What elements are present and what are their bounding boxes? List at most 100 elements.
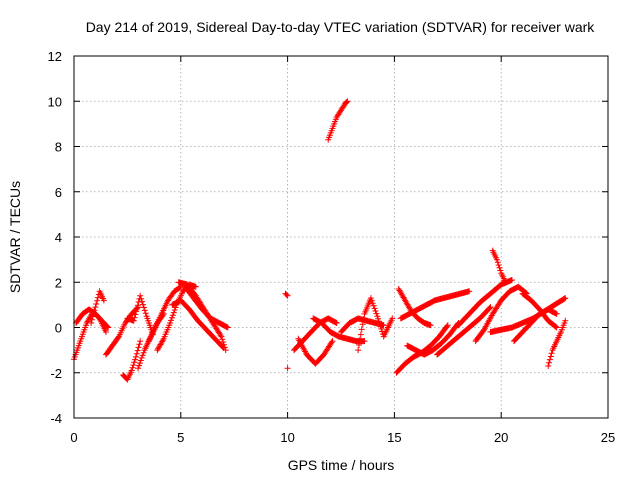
- data-point: [132, 353, 139, 360]
- data-point: [104, 323, 111, 330]
- data-point: [359, 321, 366, 328]
- data-point: [495, 262, 502, 269]
- data-point: [93, 301, 100, 307]
- y-axis-label: SDTVAR / TECUs: [7, 181, 23, 293]
- data-point: [130, 317, 137, 324]
- data-point: [94, 297, 101, 304]
- data-point: [139, 298, 145, 305]
- data-point: [169, 312, 176, 319]
- y-tick-label: 6: [55, 185, 62, 200]
- data-point: [224, 324, 231, 331]
- data-point: [562, 295, 569, 302]
- data-point: [192, 283, 199, 290]
- data-point: [88, 320, 95, 326]
- tick-labels: 0 5 10 15 20 25 -4 -2 0 2 4 6 8 10 12: [48, 49, 616, 445]
- data-point: [88, 316, 95, 323]
- x-tick-label: 10: [280, 430, 294, 445]
- axis-ticks: [73, 55, 609, 419]
- data-point: [553, 310, 560, 317]
- data-point: [283, 291, 290, 298]
- data-point: [134, 305, 140, 312]
- data-point: [218, 333, 225, 340]
- data-point: [380, 322, 387, 329]
- data-point: [562, 317, 569, 324]
- data-point: [545, 363, 552, 369]
- data-point: [389, 315, 396, 322]
- data-point: [132, 356, 139, 363]
- chart-title: Day 214 of 2019, Sidereal Day-to-day VTE…: [86, 19, 596, 35]
- data-point: [219, 344, 226, 350]
- data-point: [547, 353, 554, 360]
- data-point: [170, 309, 177, 316]
- data-point: [139, 352, 146, 359]
- data-point: [131, 314, 138, 321]
- data-point: [284, 365, 291, 372]
- y-tick-label: 0: [55, 321, 62, 336]
- data-point: [375, 315, 382, 322]
- data-point: [284, 292, 291, 299]
- data-point: [552, 323, 559, 330]
- data-point: [360, 316, 367, 323]
- data-point: [368, 297, 375, 304]
- data-point: [361, 338, 368, 345]
- data-points: [71, 98, 569, 383]
- data-point: [466, 288, 473, 295]
- y-tick-label: 4: [55, 230, 62, 245]
- data-point: [548, 350, 555, 357]
- data-point: [343, 99, 350, 105]
- data-point: [443, 323, 450, 330]
- data-point: [546, 359, 552, 366]
- data-point: [329, 338, 336, 345]
- y-tick-label: -2: [50, 366, 62, 381]
- y-tick-label: 8: [55, 140, 62, 155]
- data-point: [493, 256, 500, 263]
- data-point: [497, 267, 504, 274]
- data-point: [140, 301, 146, 308]
- data-point: [140, 304, 147, 311]
- data-point: [217, 332, 224, 339]
- data-point: [355, 347, 362, 354]
- data-point: [129, 364, 136, 371]
- data-point: [141, 307, 148, 314]
- data-point: [94, 294, 101, 301]
- x-axis-label: GPS time / hours: [288, 457, 395, 473]
- y-tick-label: -4: [50, 411, 62, 426]
- data-point: [167, 320, 174, 326]
- data-point: [357, 331, 364, 338]
- y-tick-label: 2: [55, 275, 62, 290]
- data-point: [135, 344, 142, 351]
- x-tick-label: 20: [494, 430, 508, 445]
- data-point: [367, 295, 374, 302]
- data-point: [128, 367, 135, 374]
- data-point: [358, 326, 365, 333]
- data-point: [220, 344, 227, 351]
- data-point: [376, 320, 383, 327]
- data-point: [496, 264, 503, 271]
- data-point: [137, 292, 144, 299]
- data-point: [378, 325, 385, 332]
- data-point: [91, 307, 98, 314]
- data-point: [373, 310, 380, 317]
- data-point: [142, 310, 149, 317]
- data-point: [371, 305, 378, 312]
- y-tick-label: 10: [48, 94, 62, 109]
- data-point: [168, 317, 174, 324]
- data-point: [159, 337, 166, 344]
- x-tick-label: 0: [70, 430, 77, 445]
- data-point: [134, 302, 141, 309]
- data-point: [133, 350, 140, 357]
- data-point: [92, 304, 99, 311]
- data-point: [138, 295, 145, 302]
- data-point: [427, 322, 434, 329]
- data-point: [90, 310, 97, 317]
- data-point: [136, 360, 143, 367]
- data-point: [115, 334, 122, 341]
- data-point: [219, 336, 226, 343]
- data-point: [546, 356, 553, 363]
- data-point: [105, 324, 112, 331]
- data-point: [356, 342, 362, 348]
- data-point: [140, 349, 147, 356]
- data-point: [487, 304, 494, 311]
- data-point: [135, 365, 142, 372]
- data-point: [333, 320, 340, 326]
